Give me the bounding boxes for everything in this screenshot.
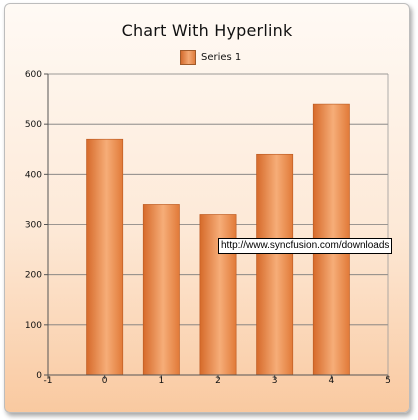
x-tick-label: 4 (328, 376, 334, 386)
legend-label-series-1: Series 1 (201, 52, 242, 63)
y-tick-label: 100 (25, 321, 42, 331)
legend[interactable]: Series 1 (180, 50, 241, 65)
y-tick-label: 0 (36, 371, 42, 381)
x-tick-label: 1 (158, 376, 164, 386)
y-tick-label: 200 (25, 271, 42, 281)
x-tick-label: -1 (44, 376, 53, 386)
legend-swatch-series-1 (180, 50, 196, 65)
x-tick-label: 0 (102, 376, 108, 386)
bar-series-1-3[interactable] (256, 153, 294, 376)
y-tick-label: 300 (25, 221, 42, 231)
chart-title: Chart With Hyperlink (121, 21, 293, 40)
x-tick-label: 3 (272, 376, 278, 386)
x-tick-label: 5 (385, 376, 391, 386)
x-tick-label: 2 (215, 376, 221, 386)
bar-series-1-0[interactable] (86, 138, 124, 376)
y-tick-label: 400 (25, 170, 42, 180)
hyperlink-tooltip[interactable]: http://www.syncfusion.com/downloads (218, 238, 393, 254)
bar-series-1-1[interactable] (142, 204, 180, 376)
y-tick-label: 600 (25, 70, 42, 80)
y-tick-label: 500 (25, 120, 42, 130)
